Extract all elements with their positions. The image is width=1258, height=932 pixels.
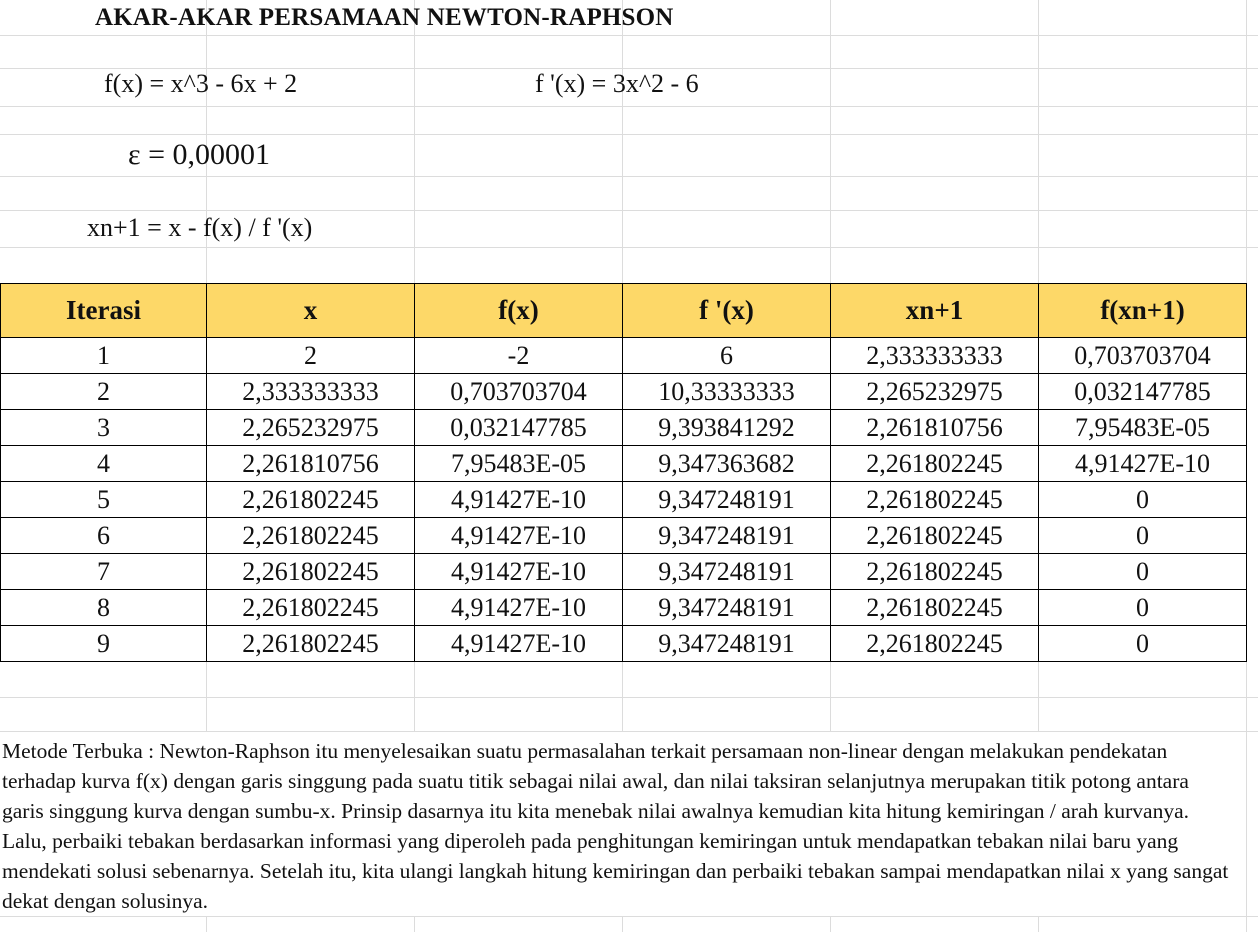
cell-fxn1[interactable]: 0,703703704 bbox=[1038, 337, 1247, 374]
cell-iterasi[interactable]: 6 bbox=[0, 517, 207, 554]
cell-x[interactable]: 2 bbox=[206, 337, 415, 374]
method-description: Metode Terbuka : Newton-Raphson itu meny… bbox=[2, 739, 1229, 913]
table-row: 8 2,261802245 4,91427E-10 9,347248191 2,… bbox=[0, 589, 1247, 626]
cell-x[interactable]: 2,261802245 bbox=[206, 589, 415, 626]
cell-iterasi[interactable]: 2 bbox=[0, 373, 207, 410]
grid-row-line bbox=[0, 68, 1258, 69]
merged-description-cell[interactable] bbox=[0, 732, 1230, 916]
cell-xn1[interactable]: 2,261802245 bbox=[830, 625, 1039, 662]
cell-fx[interactable]: 4,91427E-10 bbox=[414, 589, 623, 626]
table-row: 7 2,261802245 4,91427E-10 9,347248191 2,… bbox=[0, 553, 1247, 590]
cell-dfx[interactable]: 9,347248191 bbox=[622, 553, 831, 590]
cell-dfx[interactable]: 9,393841292 bbox=[622, 409, 831, 446]
cell-iterasi[interactable]: 7 bbox=[0, 553, 207, 590]
cell-fx[interactable]: -2 bbox=[414, 337, 623, 374]
cell-xn1[interactable]: 2,333333333 bbox=[830, 337, 1039, 374]
cell-xn1[interactable]: 2,261802245 bbox=[830, 589, 1039, 626]
header-x[interactable]: x bbox=[206, 283, 415, 338]
cell-xn1[interactable]: 2,261810756 bbox=[830, 409, 1039, 446]
iteration-table: Iterasi x f(x) f '(x) xn+1 f(xn+1) 1 2 -… bbox=[0, 283, 1247, 662]
cell-fxn1[interactable]: 0 bbox=[1038, 625, 1247, 662]
cell-fx[interactable]: 0,703703704 bbox=[414, 373, 623, 410]
cell-dfx[interactable]: 10,33333333 bbox=[622, 373, 831, 410]
cell-fxn1[interactable]: 0,032147785 bbox=[1038, 373, 1247, 410]
cell-iterasi[interactable]: 4 bbox=[0, 445, 207, 482]
iteration-formula: xn+1 = x - f(x) / f '(x) bbox=[87, 213, 313, 242]
table-row: 1 2 -2 6 2,333333333 0,703703704 bbox=[0, 337, 1247, 374]
derivative-formula: f '(x) = 3x^2 - 6 bbox=[535, 69, 699, 98]
table-row: 4 2,261810756 7,95483E-05 9,347363682 2,… bbox=[0, 445, 1247, 482]
grid-row-line bbox=[0, 210, 1258, 211]
cell-iterasi[interactable]: 5 bbox=[0, 481, 207, 518]
table-row: 2 2,333333333 0,703703704 10,33333333 2,… bbox=[0, 373, 1247, 410]
table-row: 9 2,261802245 4,91427E-10 9,347248191 2,… bbox=[0, 625, 1247, 662]
cell-x[interactable]: 2,261802245 bbox=[206, 625, 415, 662]
cell-fxn1[interactable]: 0 bbox=[1038, 481, 1247, 518]
header-fx[interactable]: f(x) bbox=[414, 283, 623, 338]
grid-row-line bbox=[0, 247, 1258, 248]
cell-fx[interactable]: 4,91427E-10 bbox=[414, 481, 623, 518]
cell-fxn1[interactable]: 0 bbox=[1038, 517, 1247, 554]
grid-row-line bbox=[0, 106, 1258, 107]
header-xn1[interactable]: xn+1 bbox=[830, 283, 1039, 338]
cell-xn1[interactable]: 2,261802245 bbox=[830, 445, 1039, 482]
table-row: 6 2,261802245 4,91427E-10 9,347248191 2,… bbox=[0, 517, 1247, 554]
grid-column-line bbox=[1246, 0, 1247, 932]
cell-x[interactable]: 2,261802245 bbox=[206, 517, 415, 554]
table-header-row: Iterasi x f(x) f '(x) xn+1 f(xn+1) bbox=[0, 283, 1247, 338]
cell-dfx[interactable]: 9,347248191 bbox=[622, 625, 831, 662]
cell-fxn1[interactable]: 0 bbox=[1038, 589, 1247, 626]
cell-fx[interactable]: 0,032147785 bbox=[414, 409, 623, 446]
cell-dfx[interactable]: 6 bbox=[622, 337, 831, 374]
cell-iterasi[interactable]: 1 bbox=[0, 337, 207, 374]
table-row: 5 2,261802245 4,91427E-10 9,347248191 2,… bbox=[0, 481, 1247, 518]
cell-fx[interactable]: 4,91427E-10 bbox=[414, 517, 623, 554]
header-fxn1[interactable]: f(xn+1) bbox=[1038, 283, 1247, 338]
table-row: 3 2,265232975 0,032147785 9,393841292 2,… bbox=[0, 409, 1247, 446]
epsilon-value: ε = 0,00001 bbox=[128, 138, 271, 171]
cell-fx[interactable]: 4,91427E-10 bbox=[414, 625, 623, 662]
cell-x[interactable]: 2,261802245 bbox=[206, 553, 415, 590]
grid-row-line bbox=[0, 916, 1258, 917]
cell-x[interactable]: 2,261802245 bbox=[206, 481, 415, 518]
grid-row-line bbox=[0, 176, 1258, 177]
cell-dfx[interactable]: 9,347248191 bbox=[622, 517, 831, 554]
header-dfx[interactable]: f '(x) bbox=[622, 283, 831, 338]
cell-x[interactable]: 2,265232975 bbox=[206, 409, 415, 446]
page-title: AKAR-AKAR PERSAMAAN NEWTON-RAPHSON bbox=[95, 4, 674, 31]
cell-dfx[interactable]: 9,347363682 bbox=[622, 445, 831, 482]
cell-iterasi[interactable]: 3 bbox=[0, 409, 207, 446]
cell-fx[interactable]: 4,91427E-10 bbox=[414, 553, 623, 590]
cell-xn1[interactable]: 2,261802245 bbox=[830, 553, 1039, 590]
cell-iterasi[interactable]: 9 bbox=[0, 625, 207, 662]
grid-row-line bbox=[0, 134, 1258, 135]
cell-iterasi[interactable]: 8 bbox=[0, 589, 207, 626]
cell-xn1[interactable]: 2,261802245 bbox=[830, 517, 1039, 554]
cell-x[interactable]: 2,333333333 bbox=[206, 373, 415, 410]
cell-dfx[interactable]: 9,347248191 bbox=[622, 589, 831, 626]
cell-fxn1[interactable]: 4,91427E-10 bbox=[1038, 445, 1247, 482]
header-iterasi[interactable]: Iterasi bbox=[0, 283, 207, 338]
cell-fx[interactable]: 7,95483E-05 bbox=[414, 445, 623, 482]
cell-x[interactable]: 2,261810756 bbox=[206, 445, 415, 482]
grid-row-line bbox=[0, 731, 1258, 732]
cell-fxn1[interactable]: 0 bbox=[1038, 553, 1247, 590]
cell-fxn1[interactable]: 7,95483E-05 bbox=[1038, 409, 1247, 446]
grid-row-line bbox=[0, 697, 1258, 698]
cell-xn1[interactable]: 2,265232975 bbox=[830, 373, 1039, 410]
cell-xn1[interactable]: 2,261802245 bbox=[830, 481, 1039, 518]
grid-row-line bbox=[0, 35, 1258, 36]
function-formula: f(x) = x^3 - 6x + 2 bbox=[104, 69, 298, 98]
cell-dfx[interactable]: 9,347248191 bbox=[622, 481, 831, 518]
